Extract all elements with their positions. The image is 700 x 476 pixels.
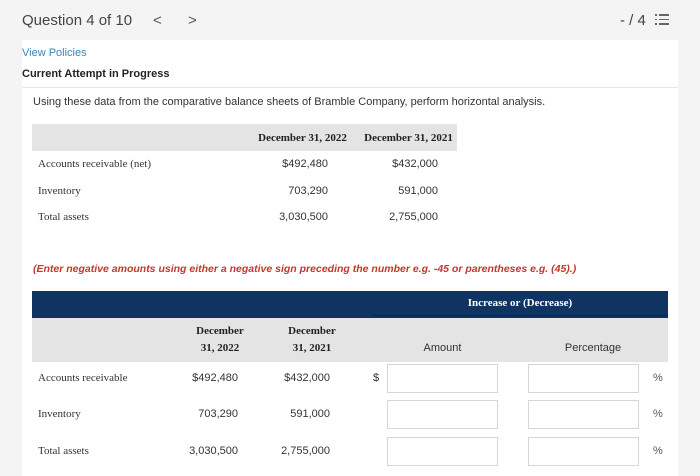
instruction-note: (Enter negative amounts using either a n… — [33, 263, 577, 275]
column-header-2022-line2: 31, 2022 — [200, 342, 240, 354]
increase-decrease-header: Increase or (Decrease) — [467, 297, 573, 309]
data-cell: 591,000 — [398, 185, 438, 197]
data-cell: 2,755,000 — [389, 211, 438, 223]
answer-row-label: Accounts receivable — [38, 372, 128, 384]
header-underline — [373, 315, 667, 316]
data-cell: 3,030,500 — [279, 211, 328, 223]
percent-sign: % — [653, 372, 663, 384]
amount-input-inventory[interactable] — [387, 400, 498, 429]
answer-table-header — [32, 291, 668, 318]
data-row-label: Total assets — [38, 211, 89, 223]
answer-cell: 3,030,500 — [189, 445, 238, 457]
answer-cell: 703,290 — [198, 408, 238, 420]
amount-input-accounts-receivable[interactable] — [387, 364, 498, 393]
percentage-input-accounts-receivable[interactable] — [528, 364, 639, 393]
percentage-header: Percentage — [564, 342, 622, 354]
data-table-header — [32, 124, 457, 151]
answer-cell: $432,000 — [284, 372, 330, 384]
question-counter: Question 4 of 10 — [22, 12, 133, 29]
answer-row-label: Inventory — [38, 408, 81, 420]
view-policies-link[interactable]: View Policies — [22, 47, 87, 59]
answer-cell: $492,480 — [192, 372, 238, 384]
divider — [22, 87, 678, 88]
percent-sign: % — [653, 445, 663, 457]
score: - / 4 — [620, 12, 646, 29]
answer-cell: 591,000 — [290, 408, 330, 420]
column-header-2021: December 31, 2021 — [364, 132, 453, 144]
dollar-sign: $ — [373, 372, 380, 384]
question-text: Using these data from the comparative ba… — [33, 96, 546, 108]
attempt-status: Current Attempt in Progress — [22, 68, 170, 80]
question-list-icon[interactable] — [655, 14, 669, 27]
data-cell: $432,000 — [392, 158, 438, 170]
answer-row-label: Total assets — [38, 445, 89, 457]
column-header-2022: December 31, 2022 — [258, 132, 347, 144]
amount-input-total-assets[interactable] — [387, 437, 498, 466]
column-header-2022-line1: December — [196, 325, 244, 337]
column-header-2021-line2: 31, 2021 — [292, 342, 332, 354]
next-question-button[interactable]: > — [188, 12, 197, 29]
data-cell: 703,290 — [288, 185, 328, 197]
percentage-input-total-assets[interactable] — [528, 437, 639, 466]
data-row-label: Inventory — [38, 185, 81, 197]
amount-header: Amount — [423, 342, 462, 354]
answer-cell: 2,755,000 — [281, 445, 330, 457]
percent-sign: % — [653, 408, 663, 420]
answer-table-subheader — [32, 318, 668, 362]
previous-question-button[interactable]: < — [153, 12, 162, 29]
data-row-label: Accounts receivable (net) — [38, 158, 151, 170]
column-header-2021-line1: December — [288, 325, 336, 337]
percentage-input-inventory[interactable] — [528, 400, 639, 429]
data-cell: $492,480 — [282, 158, 328, 170]
